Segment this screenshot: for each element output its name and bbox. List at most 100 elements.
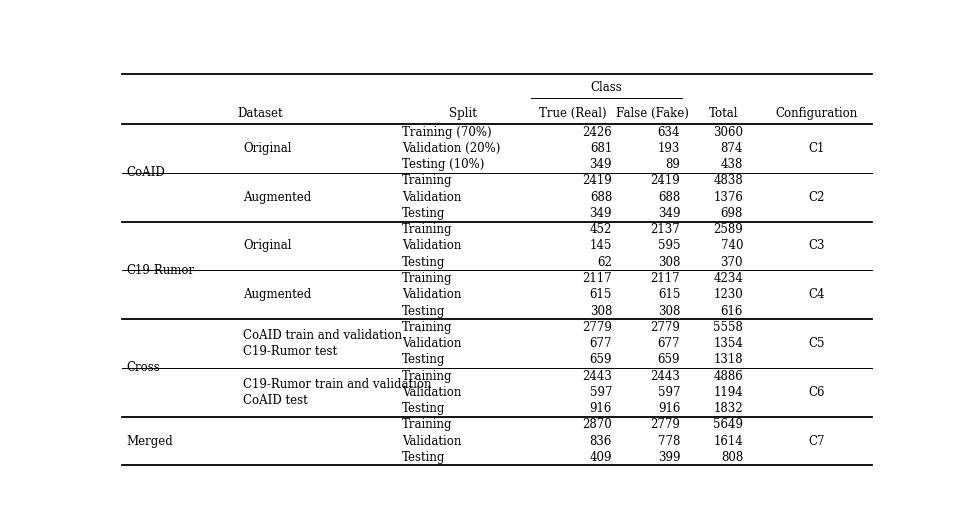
Text: 874: 874: [721, 142, 743, 155]
Text: 616: 616: [721, 304, 743, 318]
Text: 778: 778: [658, 435, 680, 448]
Text: Original: Original: [243, 142, 292, 155]
Text: 62: 62: [597, 256, 612, 269]
Text: 1614: 1614: [713, 435, 743, 448]
Text: 615: 615: [658, 288, 680, 301]
Text: 2589: 2589: [713, 223, 743, 236]
Text: 2779: 2779: [651, 418, 680, 432]
Text: Total: Total: [709, 107, 739, 119]
Text: 2419: 2419: [582, 175, 612, 187]
Text: 89: 89: [665, 158, 680, 171]
Text: CoAID train and validation
C19-Rumor test: CoAID train and validation C19-Rumor tes…: [243, 329, 403, 358]
Text: Validation: Validation: [403, 288, 462, 301]
Text: Validation: Validation: [403, 191, 462, 204]
Text: CoAID: CoAID: [126, 166, 165, 179]
Text: 5558: 5558: [713, 321, 743, 334]
Text: Training: Training: [403, 418, 452, 432]
Text: 1832: 1832: [713, 402, 743, 415]
Text: Testing: Testing: [403, 207, 446, 220]
Text: 4234: 4234: [713, 272, 743, 285]
Text: Training (70%): Training (70%): [403, 126, 491, 139]
Text: C19-Rumor: C19-Rumor: [126, 264, 194, 277]
Text: Testing: Testing: [403, 402, 446, 415]
Text: 2443: 2443: [582, 370, 612, 383]
Text: Training: Training: [403, 175, 452, 187]
Text: C3: C3: [809, 239, 826, 252]
Text: 5649: 5649: [713, 418, 743, 432]
Text: Validation: Validation: [403, 435, 462, 448]
Text: False (Fake): False (Fake): [616, 107, 689, 119]
Text: Training: Training: [403, 370, 452, 383]
Text: C6: C6: [809, 386, 826, 399]
Text: Class: Class: [591, 81, 622, 94]
Text: 2419: 2419: [651, 175, 680, 187]
Text: Training: Training: [403, 321, 452, 334]
Text: 659: 659: [589, 353, 612, 366]
Text: Cross: Cross: [126, 362, 159, 374]
Text: C19-Rumor train and validation
CoAID test: C19-Rumor train and validation CoAID tes…: [243, 378, 432, 407]
Text: 2443: 2443: [651, 370, 680, 383]
Text: 3060: 3060: [713, 126, 743, 139]
Text: 452: 452: [590, 223, 612, 236]
Text: 2779: 2779: [651, 321, 680, 334]
Text: 597: 597: [589, 386, 612, 399]
Text: C7: C7: [809, 435, 826, 448]
Text: 677: 677: [658, 337, 680, 350]
Text: Training: Training: [403, 272, 452, 285]
Text: 2117: 2117: [582, 272, 612, 285]
Text: 740: 740: [720, 239, 743, 252]
Text: 615: 615: [590, 288, 612, 301]
Text: Testing: Testing: [403, 451, 446, 464]
Text: Testing (10%): Testing (10%): [403, 158, 485, 171]
Text: C5: C5: [809, 337, 826, 350]
Text: 308: 308: [658, 304, 680, 318]
Text: 193: 193: [658, 142, 680, 155]
Text: C2: C2: [809, 191, 825, 204]
Text: 808: 808: [721, 451, 743, 464]
Text: Validation: Validation: [403, 337, 462, 350]
Text: Configuration: Configuration: [776, 107, 858, 119]
Text: Original: Original: [243, 239, 292, 252]
Text: 2137: 2137: [651, 223, 680, 236]
Text: 1194: 1194: [713, 386, 743, 399]
Text: 2779: 2779: [582, 321, 612, 334]
Text: Merged: Merged: [126, 435, 173, 448]
Text: 681: 681: [590, 142, 612, 155]
Text: Validation: Validation: [403, 239, 462, 252]
Text: 1376: 1376: [713, 191, 743, 204]
Text: 4838: 4838: [713, 175, 743, 187]
Text: C4: C4: [809, 288, 826, 301]
Text: 349: 349: [589, 207, 612, 220]
Text: 595: 595: [658, 239, 680, 252]
Text: 2117: 2117: [651, 272, 680, 285]
Text: Split: Split: [448, 107, 477, 119]
Text: Augmented: Augmented: [243, 288, 312, 301]
Text: 2870: 2870: [582, 418, 612, 432]
Text: 634: 634: [658, 126, 680, 139]
Text: Testing: Testing: [403, 353, 446, 366]
Text: 1354: 1354: [713, 337, 743, 350]
Text: 308: 308: [590, 304, 612, 318]
Text: 409: 409: [589, 451, 612, 464]
Text: 1318: 1318: [713, 353, 743, 366]
Text: Testing: Testing: [403, 256, 446, 269]
Text: 308: 308: [658, 256, 680, 269]
Text: 438: 438: [721, 158, 743, 171]
Text: Augmented: Augmented: [243, 191, 312, 204]
Text: 2426: 2426: [582, 126, 612, 139]
Text: 370: 370: [720, 256, 743, 269]
Text: Validation (20%): Validation (20%): [403, 142, 500, 155]
Text: 688: 688: [658, 191, 680, 204]
Text: 4886: 4886: [713, 370, 743, 383]
Text: 349: 349: [658, 207, 680, 220]
Text: 916: 916: [590, 402, 612, 415]
Text: 399: 399: [658, 451, 680, 464]
Text: 836: 836: [590, 435, 612, 448]
Text: 698: 698: [721, 207, 743, 220]
Text: Validation: Validation: [403, 386, 462, 399]
Text: Training: Training: [403, 223, 452, 236]
Text: 145: 145: [590, 239, 612, 252]
Text: 677: 677: [589, 337, 612, 350]
Text: Dataset: Dataset: [237, 107, 283, 119]
Text: Testing: Testing: [403, 304, 446, 318]
